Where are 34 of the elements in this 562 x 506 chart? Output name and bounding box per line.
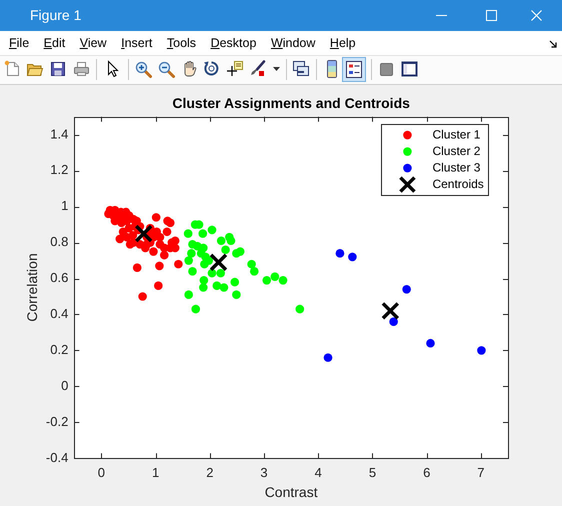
text: Help: [330, 36, 356, 51]
x-tick-label: 3: [260, 465, 268, 480]
text: Edit: [44, 36, 66, 51]
text: View: [80, 36, 107, 51]
legend-label: Cluster 1: [432, 127, 481, 142]
x-tick-label: 0: [98, 465, 106, 480]
y-axis-title: Correlation: [24, 253, 40, 322]
y-tick-label: 0: [61, 378, 68, 393]
text: Insert: [121, 36, 152, 51]
legend-label: Centroids: [432, 176, 484, 191]
y-tick-label: 1.4: [50, 126, 68, 142]
x-axis-title: Contrast: [264, 484, 318, 500]
y-tick-label: 1: [61, 198, 68, 214]
text: Tools: [166, 36, 196, 51]
y-tick-label: 0.2: [50, 342, 68, 358]
y-tick-label: -0.2: [46, 414, 68, 429]
x-tick-label: 6: [423, 465, 430, 480]
y-tick-label: 0.4: [50, 306, 68, 322]
y-tick-label: 0.8: [50, 234, 68, 250]
text: Window: [270, 36, 316, 51]
x-tick-label: 5: [368, 465, 376, 480]
y-tick-label: -0.4: [46, 450, 68, 465]
text: File: [9, 36, 30, 51]
chart-title: Cluster Assignments and Centroids: [172, 94, 410, 111]
y-tick-label: 1.2: [50, 162, 68, 178]
legend-label: Cluster 3: [432, 160, 481, 174]
caption: Figure 1: [30, 7, 82, 24]
x-tick-label: 2: [206, 465, 214, 480]
legend-label: Cluster 2: [432, 144, 481, 158]
x-tick-label: 1: [152, 465, 160, 480]
x-tick-label: 7: [477, 465, 485, 480]
x-tick-label: 4: [314, 465, 322, 480]
y-tick-label: 0.6: [50, 270, 68, 286]
text: Desktop: [210, 36, 256, 51]
